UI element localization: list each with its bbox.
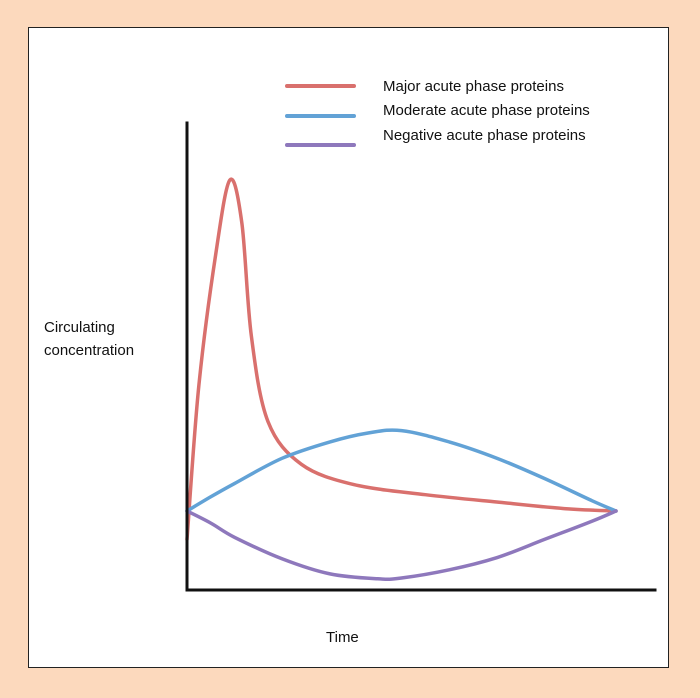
series-line-negative xyxy=(185,509,618,581)
series-line-moderate xyxy=(185,428,618,513)
legend-label-negative: Negative acute phase proteins xyxy=(383,127,586,144)
y-axis-label-line-1: Circulating xyxy=(44,319,115,336)
curves-group xyxy=(185,177,618,581)
y-axis-label-line-2: concentration xyxy=(44,342,134,359)
chart: Circulating concentration Time Major acu… xyxy=(44,78,657,646)
legend-label-moderate: Moderate acute phase proteins xyxy=(383,102,590,119)
legend-label-major: Major acute phase proteins xyxy=(383,78,564,95)
legend: Major acute phase proteins Moderate acut… xyxy=(285,78,590,147)
series-line-major xyxy=(185,177,618,542)
chart-frame: Circulating concentration Time Major acu… xyxy=(28,27,669,668)
x-axis-label: Time xyxy=(326,629,359,646)
